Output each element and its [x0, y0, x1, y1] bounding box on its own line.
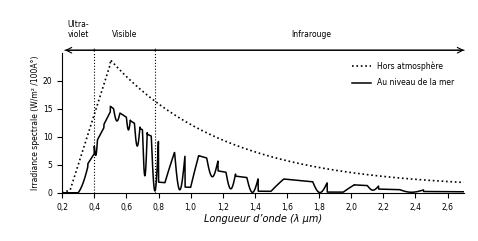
Legend: Hors atmosphère, Au niveau de la mer: Hors atmosphère, Au niveau de la mer: [350, 60, 456, 89]
Text: Infrarouge: Infrarouge: [291, 30, 331, 39]
Text: Visible: Visible: [112, 30, 138, 39]
Text: Ultra-
violet: Ultra- violet: [67, 20, 89, 39]
X-axis label: Longueur d’onde (λ μm): Longueur d’onde (λ μm): [204, 214, 322, 224]
Y-axis label: Irradiance spectrale (W/m² /100A°): Irradiance spectrale (W/m² /100A°): [31, 56, 40, 190]
